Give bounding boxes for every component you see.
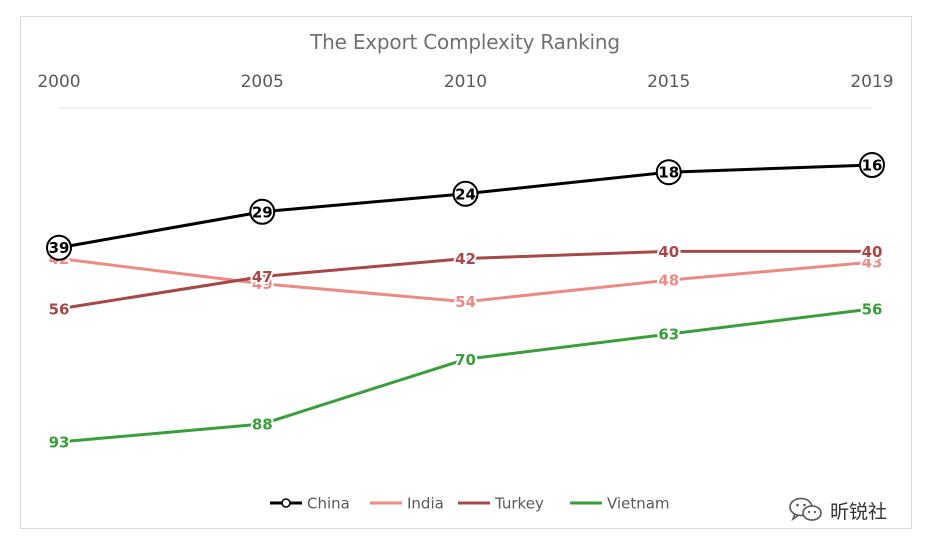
x-tick-label-2010: 2010 [444,72,487,92]
data-point-china-2005 [249,198,276,225]
data-label-india-2015: 48 [658,272,679,290]
wechat-icon [789,497,822,522]
series-turkey: 56 47 42 40 40 [47,241,885,321]
legend-label-china: China [307,495,350,513]
data-label-vietnam-2005: 88 [252,416,273,434]
series-vietnam: 93 88 70 63 56 [47,298,885,453]
data-label-turkey-2019: 40 [862,243,883,261]
series-line-india [57,257,874,304]
data-label-turkey-2005: 47 [252,268,273,286]
legend-item-china: China [270,495,350,513]
series-layer: 4249544843564742404093887063563929241816 [46,152,885,454]
legend-item-vietnam: Vietnam [570,495,670,513]
data-label-turkey-2015: 40 [658,243,679,261]
x-tick-label-2000: 2000 [37,72,80,92]
data-label-vietnam-2010: 70 [455,351,476,369]
series-line-turkey [57,249,874,311]
x-axis-ticks: 2000 2005 2010 2015 2019 [37,72,893,92]
legend-label-turkey: Turkey [494,495,544,513]
legend-label-india: India [407,495,444,513]
series-china: 39 29 24 18 16 [46,152,885,261]
data-label-vietnam-2000: 93 [49,434,70,452]
data-point-china-2010 [452,180,479,207]
data-label-india-2010: 54 [455,293,476,311]
data-point-china-2019 [859,152,885,178]
legend-marker-china [281,498,291,508]
data-label-china-2010: 24 [455,185,476,203]
data-label-india-2019: 43 [862,254,883,272]
series-line-vietnam [57,307,874,444]
x-tick-label-2015: 2015 [647,72,690,92]
watermark: 昕锐社 [788,496,887,524]
data-label-china-2005: 29 [252,203,273,221]
data-label-china-2019: 16 [862,157,883,175]
data-label-vietnam-2019: 56 [862,300,883,318]
legend-item-india: India [370,495,444,513]
chart-title: The Export Complexity Ranking [310,30,620,54]
data-point-china-2000 [46,234,72,261]
x-tick-label-2019: 2019 [850,72,893,92]
legend-label-vietnam: Vietnam [607,495,670,513]
data-label-turkey-2000: 56 [49,300,70,318]
data-label-china-2015: 18 [658,164,679,182]
watermark-text: 昕锐社 [830,500,888,523]
legend-item-turkey: Turkey [458,495,544,513]
legend: China India Turkey Vietnam [270,495,670,513]
data-label-china-2000: 39 [49,239,70,257]
x-tick-label-2005: 2005 [241,72,284,92]
data-point-china-2015 [655,159,682,186]
data-label-turkey-2010: 42 [455,250,476,268]
data-label-vietnam-2015: 63 [658,326,679,344]
